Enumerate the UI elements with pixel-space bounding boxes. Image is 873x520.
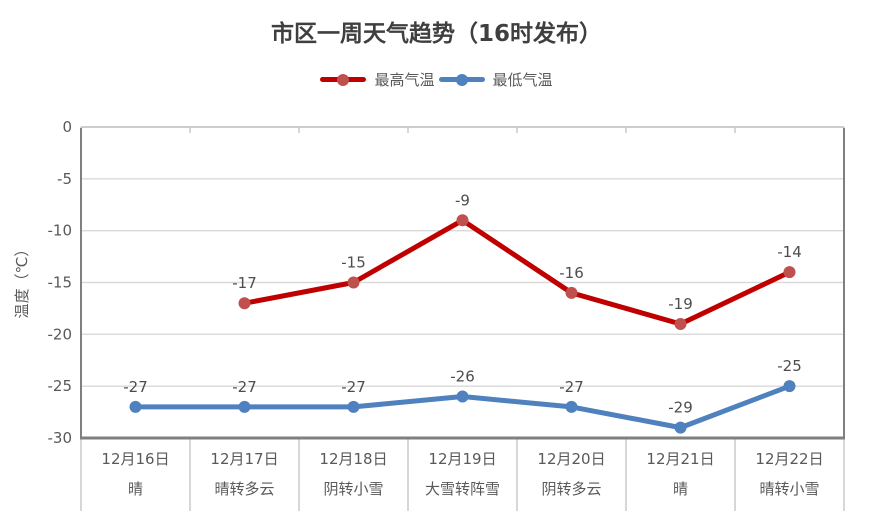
min-temp-marker — [674, 421, 687, 434]
max-temp-marker — [347, 276, 360, 289]
min-temp-marker — [456, 390, 469, 403]
category-weather-label: 阴转小雪 — [323, 480, 383, 498]
legend-item-min-temp: 最低气温 — [438, 69, 553, 90]
y-tick-label: -15 — [48, 274, 73, 292]
max-temp-marker — [783, 266, 796, 279]
y-tick-label: -10 — [48, 222, 73, 240]
y-tick-label: -25 — [48, 377, 73, 395]
category-weather-label: 晴转多云 — [214, 480, 274, 498]
min-temp-marker — [238, 400, 251, 413]
max-temp-marker — [565, 286, 578, 299]
y-tick-label: -5 — [57, 170, 72, 188]
y-tick-label: -20 — [48, 325, 73, 343]
min-temp-marker — [347, 400, 360, 413]
category-weather-label: 晴 — [128, 480, 143, 498]
category-weather-label: 晴 — [673, 480, 688, 498]
category-date-label: 12月22日 — [755, 450, 823, 468]
max-temp-legend-swatch — [320, 73, 367, 86]
category-date-label: 12月17日 — [210, 450, 278, 468]
min-temp-data-label: -27 — [559, 378, 584, 396]
y-tick-label: 0 — [62, 118, 72, 136]
min-temp-marker — [783, 380, 796, 393]
min-temp-data-label: -27 — [123, 378, 148, 396]
max-temp-data-label: -19 — [668, 295, 693, 313]
min-temp-legend-swatch — [438, 73, 485, 86]
max-temp-data-label: -16 — [559, 264, 584, 282]
legend: 最高气温 最低气温 — [0, 69, 873, 90]
category-date-label: 12月19日 — [428, 450, 496, 468]
category-weather-label: 大雪转阵雪 — [425, 480, 500, 498]
max-temp-marker — [456, 214, 469, 227]
category-weather-label: 阴转多云 — [541, 480, 601, 498]
category-date-label: 12月18日 — [319, 450, 387, 468]
max-temp-data-label: -17 — [232, 274, 257, 292]
max-temp-data-label: -15 — [341, 254, 366, 272]
max-temp-marker — [674, 317, 687, 330]
max-temp-legend-dot-icon — [337, 73, 350, 86]
max-temp-data-label: -9 — [455, 191, 470, 209]
y-tick-label: -30 — [48, 429, 73, 447]
min-temp-data-label: -26 — [450, 368, 475, 386]
max-temp-marker — [238, 297, 251, 310]
min-temp-marker — [565, 400, 578, 413]
max-temp-data-label: -14 — [777, 243, 802, 261]
min-temp-data-label: -27 — [341, 378, 366, 396]
min-temp-marker — [129, 400, 142, 413]
category-weather-label: 晴转小雪 — [759, 480, 819, 498]
category-date-label: 12月16日 — [101, 450, 169, 468]
category-date-label: 12月20日 — [537, 450, 605, 468]
min-temp-data-label: -25 — [777, 357, 802, 375]
category-date-label: 12月21日 — [646, 450, 714, 468]
min-temp-data-label: -27 — [232, 378, 257, 396]
legend-item-max-temp: 最高气温 — [320, 69, 435, 90]
legend-label-min-temp: 最低气温 — [492, 71, 553, 89]
min-temp-data-label: -29 — [668, 399, 693, 417]
chart-title: 市区一周天气趋势（16时发布） — [270, 21, 602, 47]
max-temp-line — [242, 217, 792, 327]
legend-label-max-temp: 最高气温 — [374, 71, 435, 89]
min-temp-legend-dot-icon — [455, 73, 468, 86]
